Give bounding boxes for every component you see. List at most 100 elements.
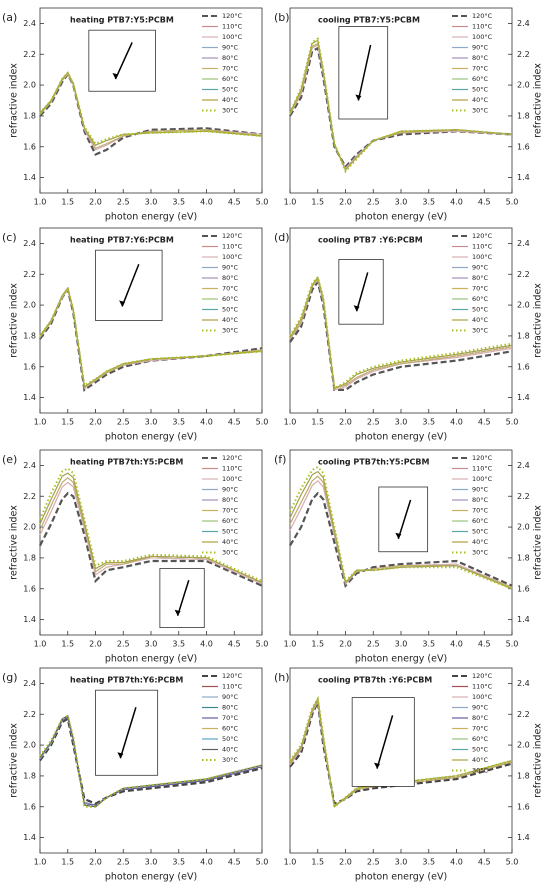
legend-label: 30°C xyxy=(222,549,239,557)
legend-label: 90°C xyxy=(472,704,489,712)
y-tick-label: 1.4 xyxy=(517,393,530,402)
inset-arrowhead xyxy=(374,762,381,769)
y-tick-label: 2.4 xyxy=(23,19,36,28)
y-tick-label: 2.4 xyxy=(517,679,530,688)
x-tick-label: 4.0 xyxy=(450,640,463,649)
x-tick-label: 1.0 xyxy=(284,640,297,649)
legend-label: 30°C xyxy=(472,767,489,775)
y-tick-label: 2.2 xyxy=(23,270,36,279)
legend-label: 40°C xyxy=(472,756,489,764)
legend-label: 110°C xyxy=(222,683,243,691)
inset-box xyxy=(95,249,163,321)
y-axis-label: refractive index xyxy=(9,723,20,798)
legend-label: 70°C xyxy=(472,285,489,293)
x-tick-label: 3.0 xyxy=(395,858,408,867)
y-tick-label: 2.4 xyxy=(517,239,530,248)
panel-label: (f) xyxy=(274,453,286,466)
y-tick-label: 2.0 xyxy=(23,741,36,750)
y-tick-label: 1.4 xyxy=(517,615,530,624)
x-tick-label: 1.0 xyxy=(284,418,297,427)
legend-label: 70°C xyxy=(222,507,239,515)
legend-label: 50°C xyxy=(222,735,239,743)
legend-label: 110°C xyxy=(472,243,493,251)
x-tick-label: 4.0 xyxy=(200,858,213,867)
y-tick-label: 2.0 xyxy=(23,81,36,90)
series-line xyxy=(39,71,263,149)
x-tick-label: 2.5 xyxy=(367,418,380,427)
inset-arrow xyxy=(355,272,369,312)
y-tick-label: 2.4 xyxy=(23,239,36,248)
y-tick-label: 1.8 xyxy=(517,553,530,562)
x-tick-label: 1.5 xyxy=(61,858,74,867)
series-line xyxy=(39,714,263,808)
legend-label: 80°C xyxy=(472,54,489,62)
legend-label: 80°C xyxy=(222,704,239,712)
legend-label: 100°C xyxy=(472,693,493,701)
legend-label: 60°C xyxy=(222,295,239,303)
x-tick-label: 1.5 xyxy=(311,858,324,867)
x-tick-label: 3.0 xyxy=(145,198,158,207)
legend-label: 120°C xyxy=(222,12,243,20)
legend-label: 90°C xyxy=(472,264,489,272)
y-tick-label: 1.6 xyxy=(517,142,530,151)
panel-label: (c) xyxy=(2,231,17,244)
series-line xyxy=(39,716,263,806)
series-line xyxy=(289,491,513,588)
legend-label: 30°C xyxy=(472,107,489,115)
x-tick-label: 3.5 xyxy=(172,858,185,867)
inset-arrow xyxy=(176,580,190,616)
legend-label: 80°C xyxy=(222,274,239,282)
inset-box xyxy=(338,259,384,325)
y-axis-label: refractive index xyxy=(533,723,544,798)
series-line xyxy=(289,465,513,590)
x-tick-label: 4.5 xyxy=(228,418,241,427)
inset-arrowhead xyxy=(353,305,360,312)
inset-arrowhead xyxy=(119,300,126,307)
panel-label: (b) xyxy=(274,11,290,24)
y-tick-label: 1.4 xyxy=(517,833,530,842)
legend-label: 80°C xyxy=(472,274,489,282)
x-tick-label: 3.0 xyxy=(395,418,408,427)
legend-label: 90°C xyxy=(222,44,239,52)
legend-label: 100°C xyxy=(472,253,493,261)
x-tick-label: 4.5 xyxy=(228,198,241,207)
series-line xyxy=(39,285,263,387)
legend-label: 70°C xyxy=(472,507,489,515)
x-tick-label: 2.0 xyxy=(339,640,352,649)
legend-label: 110°C xyxy=(222,23,243,31)
y-tick-label: 2.4 xyxy=(23,461,36,470)
x-axis-label: photon energy (eV) xyxy=(105,432,197,443)
series-line xyxy=(39,71,263,145)
legend-label: 40°C xyxy=(472,538,489,546)
legend-label: 100°C xyxy=(222,33,243,41)
legend-label: 60°C xyxy=(472,517,489,525)
legend-label: 70°C xyxy=(222,285,239,293)
legend-label: 110°C xyxy=(472,683,493,691)
series-line xyxy=(39,481,263,585)
y-tick-label: 2.4 xyxy=(517,461,530,470)
legend-label: 100°C xyxy=(472,475,493,483)
y-tick-label: 1.6 xyxy=(23,362,36,371)
series-line xyxy=(289,275,513,390)
legend-label: 50°C xyxy=(472,746,489,754)
series-line xyxy=(39,72,263,156)
legend-label: 40°C xyxy=(222,96,239,104)
legend-label: 30°C xyxy=(222,756,239,764)
panel-label: (e) xyxy=(2,453,17,466)
legend-label: 60°C xyxy=(472,735,489,743)
x-tick-label: 4.5 xyxy=(478,640,491,649)
legend-label: 30°C xyxy=(222,327,239,335)
y-tick-label: 1.6 xyxy=(23,584,36,593)
x-axis-label: photon energy (eV) xyxy=(355,212,447,223)
x-tick-label: 5.0 xyxy=(256,640,269,649)
x-tick-label: 3.5 xyxy=(172,418,185,427)
y-axis-label: refractive index xyxy=(533,283,544,358)
y-tick-label: 2.2 xyxy=(23,710,36,719)
y-tick-label: 1.6 xyxy=(517,362,530,371)
legend-label: 60°C xyxy=(222,725,239,733)
y-tick-label: 2.4 xyxy=(517,19,530,28)
inset-arrowhead xyxy=(395,532,402,539)
x-axis-label: photon energy (eV) xyxy=(105,654,197,665)
legend-label: 50°C xyxy=(222,528,239,536)
series-line xyxy=(289,46,513,169)
